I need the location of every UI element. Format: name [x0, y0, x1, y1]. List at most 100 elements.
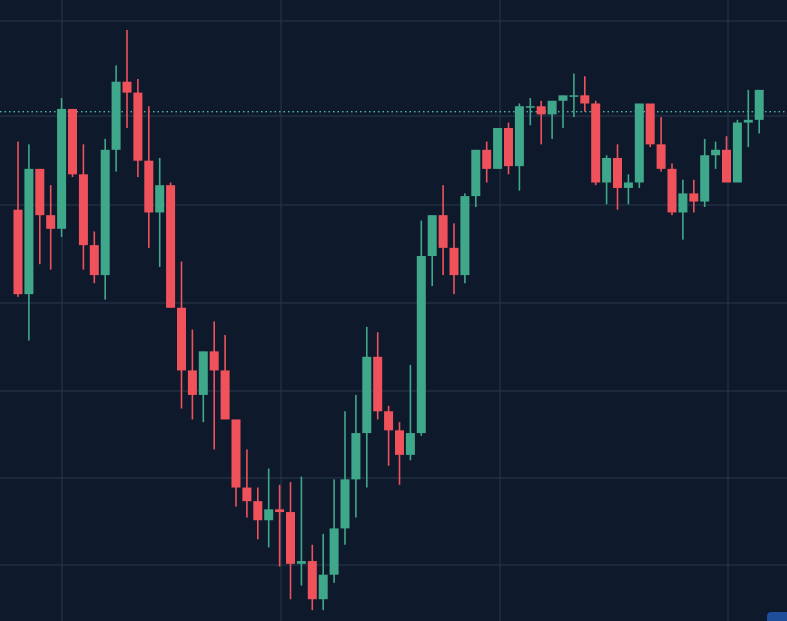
candle-up	[318, 533, 328, 611]
candle-body	[754, 89, 764, 120]
candle-down	[373, 332, 383, 420]
candle-body	[57, 108, 67, 229]
candle-body	[78, 174, 88, 246]
candle-down	[613, 144, 622, 210]
candle-body	[547, 100, 557, 115]
candle-body	[613, 157, 622, 188]
candle-body	[329, 528, 339, 575]
candle-down	[275, 484, 285, 567]
candle-body	[525, 106, 535, 108]
candle-body	[166, 185, 176, 308]
candle-down	[645, 103, 655, 148]
candle-body	[580, 95, 590, 104]
candle-down	[449, 223, 459, 295]
candle-up	[155, 157, 165, 267]
candle-body	[155, 185, 165, 213]
candle-up	[351, 394, 361, 518]
candle-body	[220, 370, 230, 420]
candle-body	[634, 103, 644, 183]
candle-down	[667, 163, 677, 216]
candle-body	[678, 193, 688, 213]
candle-up	[340, 411, 350, 545]
candle-body	[504, 128, 513, 167]
candle-body	[275, 509, 285, 513]
candle-body	[362, 356, 372, 434]
candle-body	[732, 122, 742, 183]
candle-down	[78, 144, 88, 270]
candle-body	[89, 245, 99, 276]
candle-body	[231, 419, 241, 488]
candle-down	[68, 108, 77, 178]
candle-body	[340, 479, 350, 529]
candle-body	[395, 430, 404, 455]
candle-up	[57, 98, 67, 237]
candle-up	[602, 155, 612, 205]
candle-down	[591, 100, 601, 186]
candle-body	[111, 81, 121, 150]
candle-body	[405, 433, 415, 455]
candle-body	[242, 487, 252, 502]
candle-body	[645, 103, 655, 145]
candle-up	[634, 103, 644, 188]
candle-down	[286, 482, 295, 600]
candle-body	[122, 81, 132, 93]
candle-up	[700, 138, 710, 207]
candle-up	[525, 98, 535, 126]
candle-down	[384, 405, 394, 466]
candle-up	[471, 149, 481, 207]
candle-down	[177, 261, 186, 409]
candle-body	[623, 182, 633, 188]
candle-up	[296, 476, 306, 586]
candle-body	[296, 561, 306, 564]
candle-body	[493, 128, 503, 169]
candle-up	[623, 174, 633, 205]
candle-up	[743, 89, 753, 148]
candle-body	[438, 215, 448, 248]
candle-up	[264, 468, 274, 548]
candle-body	[286, 512, 295, 564]
candle-down	[166, 182, 176, 308]
candle-down	[536, 100, 546, 145]
candle-down	[504, 122, 513, 175]
candle-body	[722, 149, 731, 183]
candle-body	[667, 168, 677, 213]
candle-body	[318, 574, 328, 600]
candle-body	[209, 351, 219, 371]
candle-up	[416, 220, 426, 436]
candle-down	[438, 185, 448, 276]
candle-down	[231, 419, 241, 507]
candle-down	[187, 329, 197, 420]
candle-body	[514, 106, 524, 167]
candle-up	[405, 364, 415, 461]
candle-body	[700, 155, 710, 202]
candle-body	[144, 160, 154, 213]
candle-body	[656, 144, 666, 169]
candle-body	[13, 209, 23, 295]
candles	[13, 29, 764, 611]
candle-up	[111, 65, 121, 172]
candle-down	[133, 78, 143, 178]
candle-body	[460, 196, 470, 276]
candle-up	[547, 100, 557, 139]
candle-down	[13, 141, 23, 297]
candle-up	[711, 141, 721, 169]
candle-body	[133, 92, 143, 161]
candle-body	[482, 149, 492, 169]
candle-body	[743, 119, 753, 123]
candle-body	[100, 149, 110, 276]
candle-up	[460, 193, 470, 284]
candle-down	[395, 422, 404, 485]
candle-body	[427, 215, 437, 257]
scroll-to-realtime-button[interactable]	[767, 612, 787, 621]
candle-up	[754, 89, 764, 134]
candle-down	[89, 231, 99, 284]
candle-body	[384, 411, 394, 431]
candle-up	[362, 326, 372, 488]
candle-down	[144, 106, 154, 248]
candle-up	[24, 144, 34, 341]
candle-down	[656, 117, 666, 172]
candle-down	[307, 544, 317, 611]
